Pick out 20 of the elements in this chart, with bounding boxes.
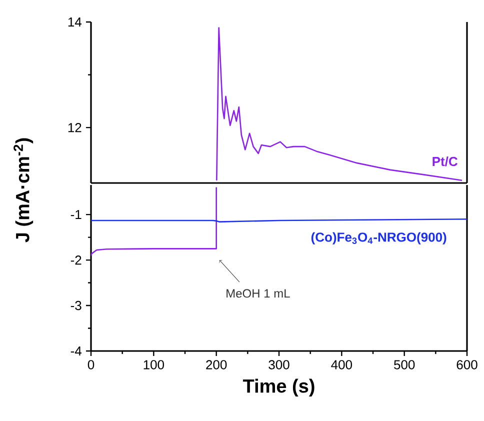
y-tick-label: -1 bbox=[70, 210, 82, 220]
y-tick-label: 14 bbox=[68, 18, 82, 26]
x-tick-label: 500 bbox=[394, 360, 415, 370]
y-tick-label: -2 bbox=[70, 255, 82, 265]
x-tick-label: 600 bbox=[456, 360, 478, 370]
y-tick-label: -4 bbox=[70, 346, 82, 356]
series-label: (Co)Fe$_{3}$O$_{4}$-NRGO(900) bbox=[311, 232, 446, 244]
x-tick-label: 400 bbox=[331, 360, 352, 370]
y-tick-label: 12 bbox=[68, 123, 82, 132]
annotation: MeOH 1 mL bbox=[226, 289, 290, 298]
x-tick-label: 100 bbox=[144, 360, 164, 370]
x-tick-label: 300 bbox=[268, 360, 290, 370]
line-series bbox=[216, 27, 463, 182]
x-tick-label: 200 bbox=[206, 360, 227, 370]
x-axis-title: Time (s) bbox=[242, 378, 314, 397]
series-label: Pt/C bbox=[432, 156, 458, 166]
y-axis-title: J (mA·cm$^{-2}$) bbox=[14, 138, 34, 242]
line-series bbox=[91, 186, 217, 256]
x-tick-label: 0 bbox=[88, 360, 94, 370]
y-tick-label: -3 bbox=[70, 300, 82, 310]
